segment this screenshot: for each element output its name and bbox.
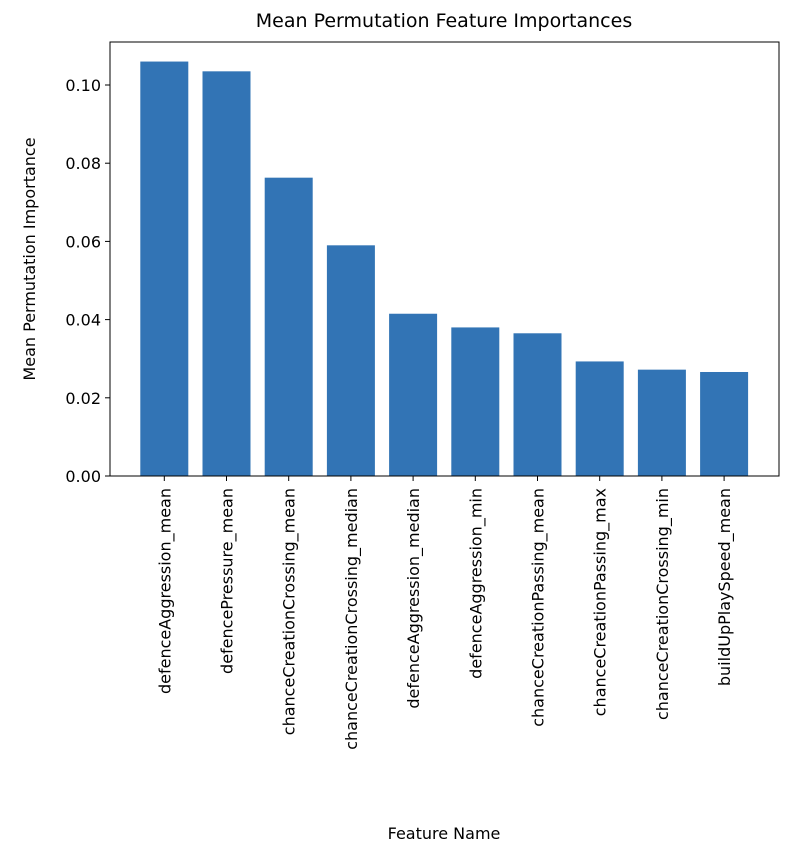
bar-10 bbox=[700, 371, 749, 476]
bar-5 bbox=[389, 313, 438, 476]
bar-1 bbox=[140, 61, 189, 476]
x-axis-label: Feature Name bbox=[388, 824, 501, 843]
bar-9 bbox=[637, 369, 686, 476]
x-tick-label: chanceCreationCrossing_min bbox=[653, 488, 673, 720]
y-axis-ticks: 0.00 0.02 0.04 0.06 0.08 0.10 bbox=[65, 76, 110, 486]
y-tick-label: 0.00 bbox=[65, 467, 101, 486]
x-tick-label: defenceAggression_mean bbox=[155, 488, 175, 694]
bar-4 bbox=[326, 245, 375, 476]
chart-title: Mean Permutation Feature Importances bbox=[256, 10, 632, 32]
x-tick-label: defencePressure_mean bbox=[218, 488, 238, 674]
bar-6 bbox=[451, 327, 500, 476]
y-tick-label: 0.04 bbox=[65, 311, 101, 330]
x-tick-label: defenceAggression_median bbox=[404, 488, 424, 709]
y-tick-label: 0.10 bbox=[65, 76, 101, 95]
bars-group bbox=[140, 61, 749, 476]
y-axis-label: Mean Permutation Importance bbox=[20, 137, 39, 380]
y-tick-label: 0.06 bbox=[65, 232, 101, 251]
x-tick-label: chanceCreationCrossing_median bbox=[342, 488, 362, 750]
y-tick-label: 0.08 bbox=[65, 154, 101, 173]
bar-8 bbox=[575, 361, 624, 476]
x-tick-label: chanceCreationPassing_mean bbox=[529, 488, 549, 727]
x-tick-label: chanceCreationCrossing_mean bbox=[280, 488, 300, 735]
x-tick-label: chanceCreationPassing_max bbox=[591, 488, 611, 716]
bar-3 bbox=[264, 177, 313, 476]
bar-2 bbox=[202, 71, 251, 476]
bar-7 bbox=[513, 333, 562, 476]
x-tick-label: buildUpPlaySpeed_mean bbox=[715, 488, 735, 686]
x-tick-label: defenceAggression_min bbox=[466, 488, 486, 679]
y-tick-label: 0.02 bbox=[65, 389, 101, 408]
plot-frame bbox=[109, 41, 780, 477]
x-axis-ticks: defenceAggression_mean defencePressure_me… bbox=[155, 476, 735, 750]
